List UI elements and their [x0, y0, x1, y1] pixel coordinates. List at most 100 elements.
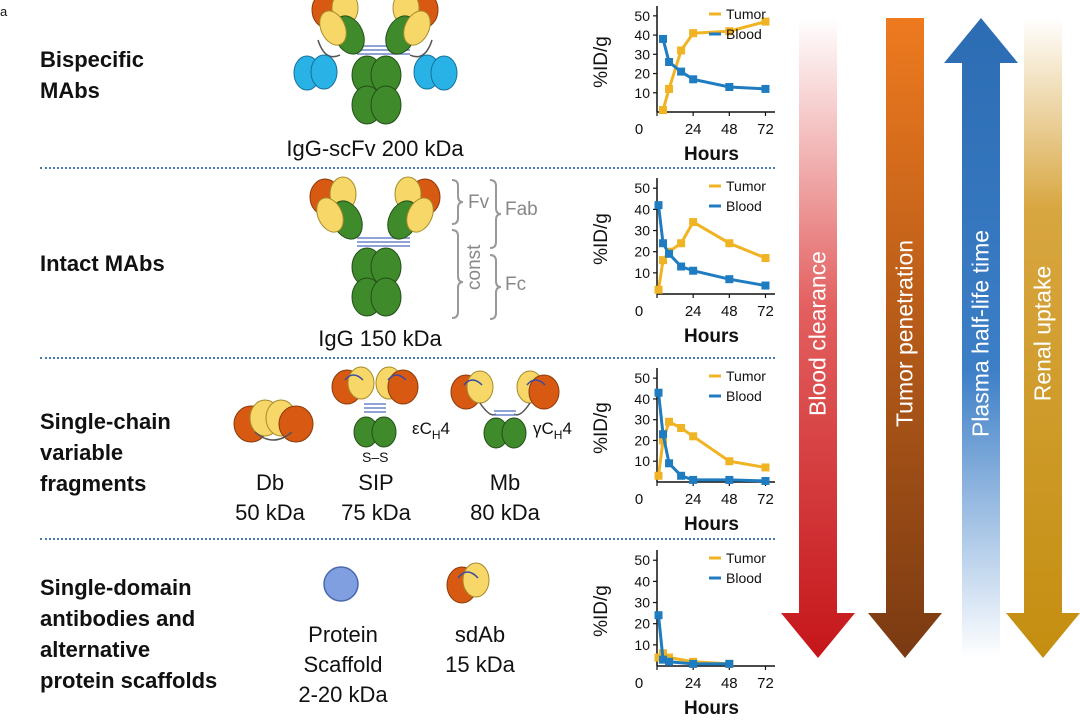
arrow-blood-clearance [781, 18, 855, 658]
y-tick-label: 10 [634, 453, 650, 469]
plot-scfv: 10 20 30 40 50 0 24 48 72 Hours %ID/g Tumor Blood [591, 368, 775, 535]
data-point-blood [689, 75, 698, 84]
data-point-blood [689, 266, 698, 275]
series-line-blood [657, 204, 766, 288]
arrow-label-blood-clearance: Blood clearance [804, 251, 831, 416]
data-point-blood [725, 475, 734, 484]
y-tick-label: 20 [634, 616, 650, 632]
y-tick-label: 10 [634, 637, 650, 653]
x-tick-label: 24 [685, 491, 702, 508]
data-point-blood [761, 476, 770, 485]
x-axis-label: Hours [684, 326, 739, 347]
data-point-tumor [689, 432, 698, 441]
data-point-tumor [761, 17, 770, 26]
row-separator [40, 357, 775, 359]
data-point-tumor [665, 417, 674, 426]
data-point-blood [761, 281, 770, 290]
y-tick-label: 10 [634, 85, 650, 101]
bracket-label-fv: Fv [468, 192, 490, 213]
y-axis-label: %ID/g [591, 402, 612, 454]
data-point-blood [677, 67, 686, 76]
series-line-blood [657, 392, 766, 483]
y-tick-label: 30 [634, 412, 650, 428]
data-point-tumor [677, 46, 686, 55]
data-point-tumor [659, 256, 668, 265]
data-point-tumor [654, 471, 663, 480]
x-tick-label: 0 [635, 675, 643, 692]
x-tick-label: 48 [721, 491, 738, 508]
legend-label-tumor: Tumor [726, 6, 766, 22]
x-tick-label: 72 [757, 491, 774, 508]
arrow-label-plasma-half-life: Plasma half-life time [967, 229, 994, 438]
data-point-tumor [725, 239, 734, 248]
row-label-scfv: Single-chain variable fragments [40, 409, 171, 496]
mol-label-mb: Mb 80 kDa [470, 470, 540, 525]
x-tick-label: 48 [721, 121, 738, 138]
arrow-tumor-penetration [868, 18, 942, 658]
y-axis-label: %ID/g [591, 585, 612, 637]
legend-label-blood: Blood [726, 570, 762, 586]
panel-letter: a [0, 4, 8, 19]
data-point-blood [659, 239, 668, 248]
y-tick-label: 50 [634, 370, 650, 386]
arrow-plasma-half-life [944, 18, 1018, 658]
y-tick-label: 20 [634, 432, 650, 448]
data-point-tumor [654, 653, 663, 662]
data-point-tumor [677, 424, 686, 432]
data-point-blood [654, 611, 663, 620]
plot-bispecific: 10 20 30 40 50 0 24 48 72 Hours %ID/g Tumor Blood [591, 6, 775, 165]
data-point-blood [725, 275, 734, 284]
bracket-label-fab: Fab [505, 199, 538, 220]
data-point-blood [761, 84, 770, 93]
arrow-label-tumor-penetration: Tumor penetration [891, 239, 918, 428]
row-label-bispecific: Bispecific MAbs [40, 47, 144, 103]
protein-scaffold-molecule [323, 566, 359, 602]
x-tick-label: 72 [757, 121, 774, 138]
y-tick-label: 20 [634, 244, 650, 260]
data-point-blood [665, 249, 674, 258]
data-point-tumor [725, 27, 734, 36]
row-separator [40, 538, 775, 540]
mol-label-db: Db 50 kDa [235, 470, 305, 525]
mol-label-protein-scaffold: Protein Scaffold 2-20 kDa [298, 622, 388, 707]
data-point-blood [665, 657, 674, 666]
y-tick-label: 20 [634, 66, 650, 82]
db-molecule [233, 399, 314, 443]
data-point-tumor [665, 84, 674, 93]
mol-label-sdab: sdAb 15 kDa [445, 622, 515, 677]
data-point-blood [659, 34, 668, 43]
plot-single-domain: 10 20 30 40 50 0 24 48 72 Hours %ID/g Tumor Blood [591, 550, 775, 719]
legend-label-blood: Blood [726, 388, 762, 404]
x-tick-label: 72 [757, 675, 774, 692]
x-tick-label: 0 [635, 121, 643, 138]
series-line-tumor [657, 220, 767, 290]
data-point-blood [659, 655, 668, 664]
y-tick-label: 50 [634, 552, 650, 568]
data-point-tumor [689, 29, 698, 38]
row-label-intact: Intact MAbs [40, 251, 165, 276]
x-tick-label: 24 [685, 121, 702, 138]
data-point-blood [677, 471, 686, 480]
y-tick-label: 30 [634, 46, 650, 62]
plot-intact: 10 20 30 40 50 0 24 48 72 Hours %ID/g Tumor Blood [591, 178, 775, 347]
x-axis-label: Hours [684, 144, 739, 165]
disulfide-label: S–S [362, 449, 388, 465]
x-tick-label: 24 [685, 675, 702, 692]
row-separator [40, 167, 775, 169]
data-point-blood [725, 83, 734, 91]
y-axis-label: %ID/g [591, 213, 612, 265]
data-point-tumor [677, 239, 686, 248]
data-point-blood [665, 58, 674, 66]
y-tick-label: 40 [634, 201, 650, 217]
legend-label-blood: Blood [726, 198, 762, 214]
x-tick-label: 0 [635, 303, 643, 320]
data-point-tumor [689, 218, 698, 227]
x-tick-label: 48 [721, 303, 738, 320]
y-tick-label: 40 [634, 573, 650, 589]
bracket-label-fc: Fc [505, 274, 526, 295]
data-point-tumor [761, 463, 770, 472]
y-tick-label: 10 [634, 265, 650, 281]
data-point-blood [659, 430, 668, 439]
y-tick-label: 40 [634, 27, 650, 43]
